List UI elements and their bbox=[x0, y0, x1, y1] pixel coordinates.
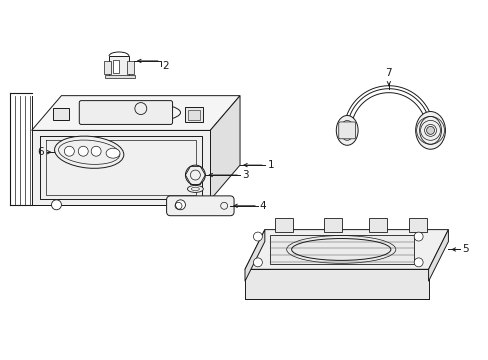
Bar bbox=[274, 218, 292, 231]
Polygon shape bbox=[32, 130, 210, 205]
Text: 1: 1 bbox=[267, 160, 274, 170]
Bar bbox=[368, 218, 386, 231]
Polygon shape bbox=[269, 235, 413, 264]
Circle shape bbox=[413, 232, 422, 241]
Polygon shape bbox=[109, 56, 129, 76]
Text: 4: 4 bbox=[259, 201, 266, 211]
Text: 2: 2 bbox=[163, 61, 169, 71]
Circle shape bbox=[253, 232, 262, 241]
Text: 6: 6 bbox=[37, 147, 43, 157]
Circle shape bbox=[426, 126, 434, 134]
Polygon shape bbox=[244, 230, 447, 269]
Ellipse shape bbox=[336, 116, 357, 145]
Circle shape bbox=[78, 146, 88, 156]
Polygon shape bbox=[210, 96, 240, 200]
Bar bbox=[324, 218, 342, 231]
Ellipse shape bbox=[187, 185, 203, 192]
Circle shape bbox=[51, 200, 61, 210]
FancyBboxPatch shape bbox=[166, 196, 234, 216]
Polygon shape bbox=[427, 230, 447, 281]
Bar bbox=[53, 108, 69, 121]
FancyBboxPatch shape bbox=[338, 122, 355, 139]
Circle shape bbox=[253, 258, 262, 267]
Polygon shape bbox=[244, 230, 264, 281]
Polygon shape bbox=[244, 269, 427, 299]
Bar bbox=[113, 60, 119, 73]
Circle shape bbox=[185, 165, 205, 185]
Bar bbox=[188, 109, 200, 121]
Polygon shape bbox=[127, 61, 134, 74]
Polygon shape bbox=[104, 61, 111, 74]
Circle shape bbox=[91, 146, 101, 156]
Polygon shape bbox=[32, 96, 240, 130]
Bar bbox=[408, 218, 426, 231]
Circle shape bbox=[175, 200, 185, 210]
Ellipse shape bbox=[415, 112, 445, 149]
Polygon shape bbox=[105, 75, 135, 78]
Ellipse shape bbox=[106, 148, 120, 158]
FancyBboxPatch shape bbox=[79, 100, 172, 125]
Text: 3: 3 bbox=[242, 170, 248, 180]
Ellipse shape bbox=[55, 136, 123, 168]
Text: 7: 7 bbox=[385, 68, 391, 78]
Circle shape bbox=[413, 258, 422, 267]
Circle shape bbox=[64, 146, 74, 156]
Text: 5: 5 bbox=[461, 244, 468, 255]
Bar bbox=[185, 107, 203, 122]
